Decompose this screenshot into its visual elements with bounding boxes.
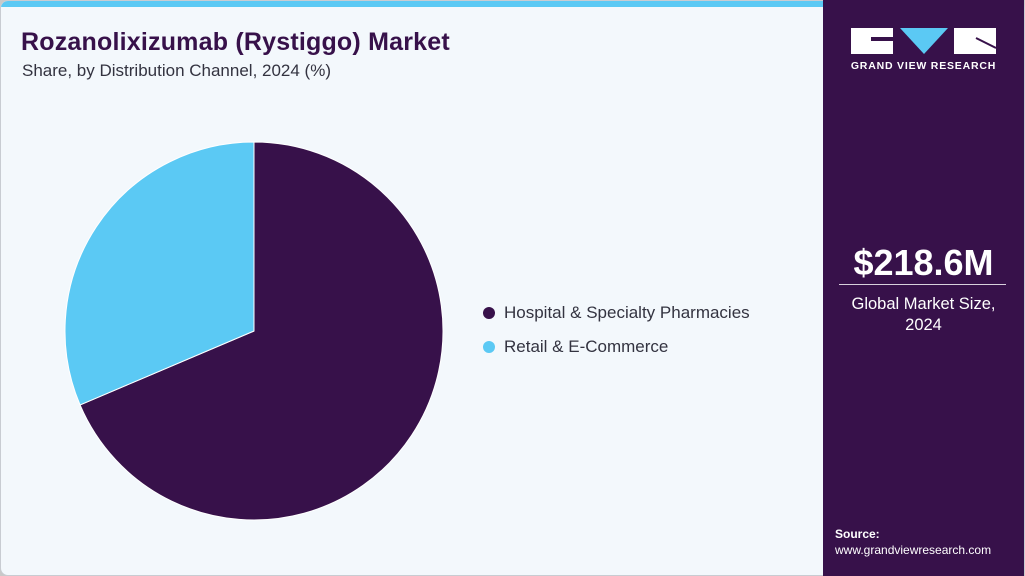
legend-item-retail: Retail & E-Commerce (483, 337, 750, 357)
sidebar-panel: GRAND VIEW RESEARCH $218.6M Global Marke… (823, 0, 1024, 576)
grand-view-research-logo-icon (851, 28, 996, 54)
logo-text: GRAND VIEW RESEARCH (850, 60, 997, 72)
source-label: Source: (835, 527, 880, 541)
legend-label: Retail & E-Commerce (504, 337, 669, 356)
pie-chart (64, 141, 444, 521)
legend-item-hospital: Hospital & Specialty Pharmacies (483, 303, 750, 323)
divider (839, 284, 1006, 285)
chart-title: Rozanolixizumab (Rystiggo) Market (21, 28, 450, 56)
legend-dot-icon (483, 341, 495, 353)
market-size-label-year: 2024 (905, 316, 942, 334)
legend: Hospital & Specialty Pharmacies Retail &… (483, 303, 750, 371)
legend-label: Hospital & Specialty Pharmacies (504, 303, 750, 322)
market-size-label: Global Market Size, 2024 (823, 294, 1024, 336)
legend-dot-icon (483, 307, 495, 319)
market-size-label-line1: Global Market Size, (851, 295, 996, 313)
accent-bar (1, 1, 824, 7)
chart-subtitle: Share, by Distribution Channel, 2024 (%) (22, 61, 331, 80)
market-size-value: $218.6M (853, 242, 994, 283)
source-link[interactable]: www.grandviewresearch.com (835, 543, 992, 557)
pie-slice (64, 141, 255, 406)
pie-slice (79, 141, 444, 521)
